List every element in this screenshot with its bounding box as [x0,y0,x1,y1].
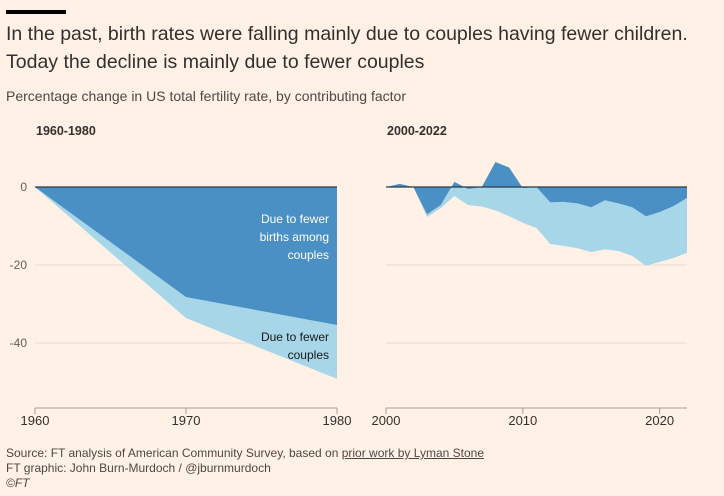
x-tick-label: 2020 [645,413,674,428]
annotation-fewer-births: couples [288,248,329,262]
footer: Source: FT analysis of American Communit… [6,446,484,491]
x-tick-label: 2000 [372,413,401,428]
area-fewer-couples-1 [386,187,687,266]
panel-title-left: 1960-1980 [36,124,96,138]
panel-title-right: 2000-2022 [387,124,447,138]
source-link[interactable]: prior work by Lyman Stone [341,446,484,460]
y-tick-label: -40 [10,336,28,350]
credit-text: FT graphic: John Burn-Murdoch / @jburnmu… [6,461,271,475]
x-tick-label: 1960 [21,413,50,428]
area-fewer-births-1 [386,162,687,217]
x-tick-label: 1980 [323,413,352,428]
annotation-fewer-births: births among [260,230,329,244]
header-rule [6,10,66,14]
annotation-fewer-couples: couples [288,348,329,362]
chart-subtitle: Percentage change in US total fertility … [6,88,406,104]
annotation-fewer-couples: Due to fewer [261,330,329,344]
x-tick-label: 2010 [508,413,537,428]
x-tick-label: 1970 [172,413,201,428]
y-tick-label: 0 [20,180,27,194]
source-text: Source: FT analysis of American Communit… [6,446,342,460]
chart-title: In the past, birth rates were falling ma… [6,23,688,73]
annotation-fewer-births: Due to fewer [261,212,329,226]
area-fewer-births-0 [35,187,337,326]
y-tick-label: -20 [10,258,28,272]
copyright-text: ©FT [6,476,30,490]
